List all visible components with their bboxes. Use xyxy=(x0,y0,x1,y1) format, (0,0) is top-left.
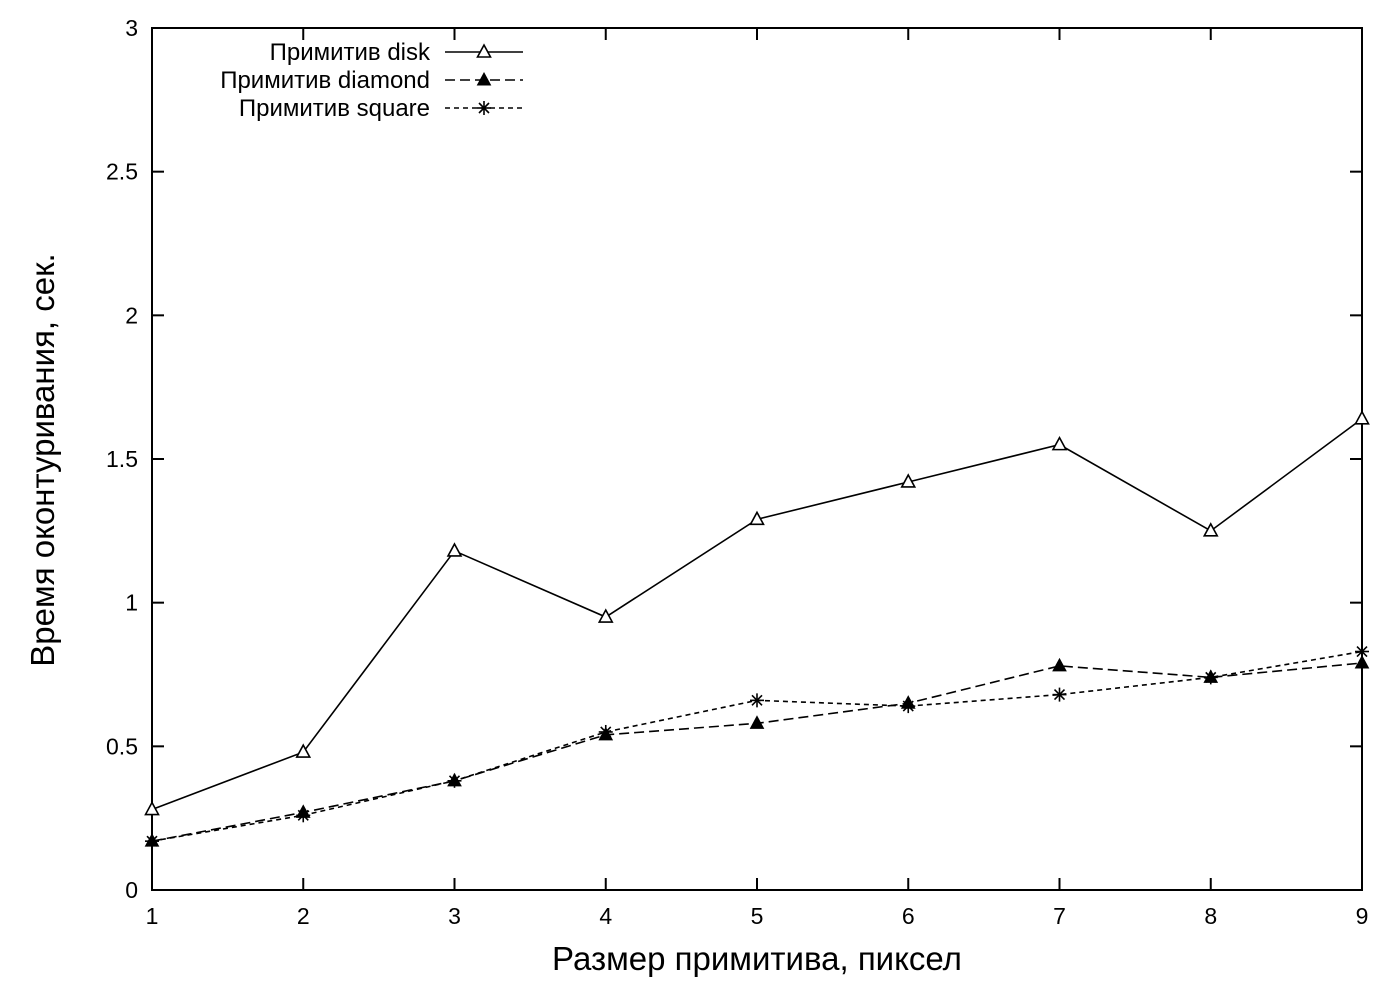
asterisk-stroke xyxy=(297,809,309,821)
x-tick-label: 5 xyxy=(751,903,764,929)
y-axis-title: Время оконтуривания, сек. xyxy=(24,253,61,666)
plot-border xyxy=(151,27,1363,891)
legend-label: Примитив square xyxy=(239,95,430,122)
asterisk-stroke xyxy=(1356,645,1368,658)
asterisk-stroke xyxy=(478,102,490,114)
series-line xyxy=(151,650,1363,842)
data-point-open-triangle xyxy=(295,743,312,758)
y-tick-label: 3 xyxy=(125,15,138,41)
data-point-asterisk xyxy=(598,724,613,739)
y-tick-label: 0.5 xyxy=(106,733,138,759)
data-point-filled-triangle xyxy=(476,71,492,86)
x-tick-label: 1 xyxy=(146,903,159,929)
x-tick-label: 2 xyxy=(297,903,310,929)
data-point-asterisk xyxy=(477,101,491,115)
legend-label: Примитив diamond xyxy=(220,67,430,94)
series-line xyxy=(151,418,1363,811)
x-tick-label: 3 xyxy=(448,903,461,929)
data-point-asterisk xyxy=(296,808,311,823)
legend-item: Примитив diamond xyxy=(220,67,523,94)
data-point-asterisk xyxy=(145,834,159,849)
y-tick-label: 2 xyxy=(125,302,138,328)
x-tick-label: 7 xyxy=(1053,903,1066,929)
data-point-filled-triangle xyxy=(1354,654,1370,669)
x-axis-title: Размер примитива, пиксел xyxy=(552,940,962,977)
data-point-asterisk xyxy=(901,699,916,714)
x-tick-label: 8 xyxy=(1204,903,1217,929)
data-point-open-triangle xyxy=(1051,435,1068,451)
series-layer xyxy=(144,410,1370,849)
data-point-open-triangle xyxy=(1354,410,1370,425)
data-point-open-triangle xyxy=(1202,522,1219,537)
legend-item: Примитив square xyxy=(239,95,523,122)
legend-item: Примитив disk xyxy=(270,39,523,66)
plot-area xyxy=(151,27,1363,891)
y-tick-label: 0 xyxy=(125,877,138,903)
data-point-open-triangle xyxy=(476,43,492,58)
axis-ticks: 1 2 3 4 5 6 7 8 9 0 0.5 1 1.5 2 2.5 3 xyxy=(106,15,1368,929)
series-line xyxy=(151,662,1363,842)
data-point-open-triangle xyxy=(144,800,160,816)
y-tick-label: 2.5 xyxy=(106,159,138,185)
legend-label: Примитив disk xyxy=(270,39,431,66)
asterisk-stroke xyxy=(902,700,914,712)
series-open-triangle xyxy=(144,410,1370,816)
series-filled-triangle xyxy=(144,654,1370,847)
x-tick-label: 9 xyxy=(1356,903,1369,929)
data-point-open-triangle xyxy=(446,542,463,557)
y-tick-label: 1 xyxy=(125,590,138,616)
series-asterisk xyxy=(145,644,1369,849)
data-point-asterisk xyxy=(1355,644,1369,659)
asterisk-stroke xyxy=(448,775,461,787)
asterisk-stroke xyxy=(1053,689,1066,701)
x-tick-label: 4 xyxy=(599,903,612,929)
data-point-open-triangle xyxy=(597,608,614,623)
asterisk-stroke xyxy=(1205,671,1217,683)
data-point-asterisk xyxy=(750,693,764,708)
y-tick-label: 1.5 xyxy=(106,446,138,472)
x-tick-label: 6 xyxy=(902,903,915,929)
data-point-open-triangle xyxy=(749,510,765,526)
data-point-filled-triangle xyxy=(1052,657,1067,672)
data-point-asterisk xyxy=(1203,670,1218,685)
data-point-open-triangle xyxy=(900,473,917,488)
asterisk-stroke xyxy=(600,726,612,738)
data-point-filled-triangle xyxy=(749,715,765,729)
asterisk-stroke xyxy=(751,694,763,706)
asterisk-stroke xyxy=(146,835,158,847)
data-point-asterisk xyxy=(447,773,462,788)
data-point-asterisk xyxy=(1052,687,1067,702)
